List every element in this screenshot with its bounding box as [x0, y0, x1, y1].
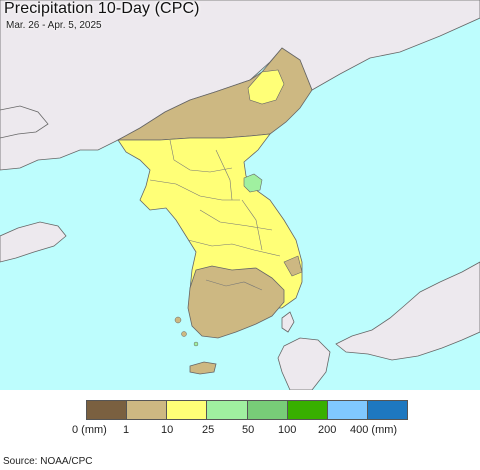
japan-honshu	[335, 261, 480, 361]
legend-swatch	[326, 401, 367, 419]
legend-label-100: 100	[278, 424, 297, 436]
legend-label-1: 1	[123, 424, 130, 436]
legend-labels: 0 (mm) 1 10 25 50 100 200 400 (mm)	[0, 424, 480, 438]
legend-label-10: 10	[161, 424, 174, 436]
legend-colorbar	[86, 400, 408, 420]
map-title: Precipitation 10-Day (CPC)	[4, 0, 200, 17]
legend-label-200: 200	[318, 424, 337, 436]
legend-label-0mm: 0 (mm)	[72, 424, 107, 436]
legend-swatch	[246, 401, 287, 419]
sw-island-2	[181, 331, 187, 337]
south-korea-dry-zone	[187, 265, 285, 339]
shandong-peninsula	[0, 221, 67, 263]
legend-swatch	[286, 401, 327, 419]
legend-swatch	[126, 401, 167, 419]
legend-swatch	[206, 401, 247, 419]
legend-label-50: 50	[242, 424, 255, 436]
precipitation-map: Precipitation 10-Day (CPC) Mar. 26 - Apr…	[0, 0, 480, 390]
north-korea-wet-pocket	[247, 69, 285, 105]
legend-label-25: 25	[202, 424, 215, 436]
japan-kyushu	[277, 337, 331, 390]
date-range: Mar. 26 - Apr. 5, 2025	[6, 20, 102, 31]
legend-swatch	[366, 401, 407, 419]
jeju-island	[189, 361, 217, 375]
legend-swatch	[87, 401, 127, 419]
sw-island-1	[174, 316, 182, 324]
tsushima-island	[281, 311, 295, 333]
liaodong-coast	[0, 105, 49, 139]
east-coast-dry-strip	[283, 255, 303, 277]
source-credit: Source: NOAA/CPC	[3, 456, 93, 467]
legend-label-400mm: 400 (mm)	[350, 424, 398, 436]
map-svg	[0, 0, 480, 390]
sw-island-3	[193, 341, 199, 347]
legend-swatch	[166, 401, 207, 419]
province-borders	[149, 139, 281, 291]
green-spot	[243, 173, 263, 193]
